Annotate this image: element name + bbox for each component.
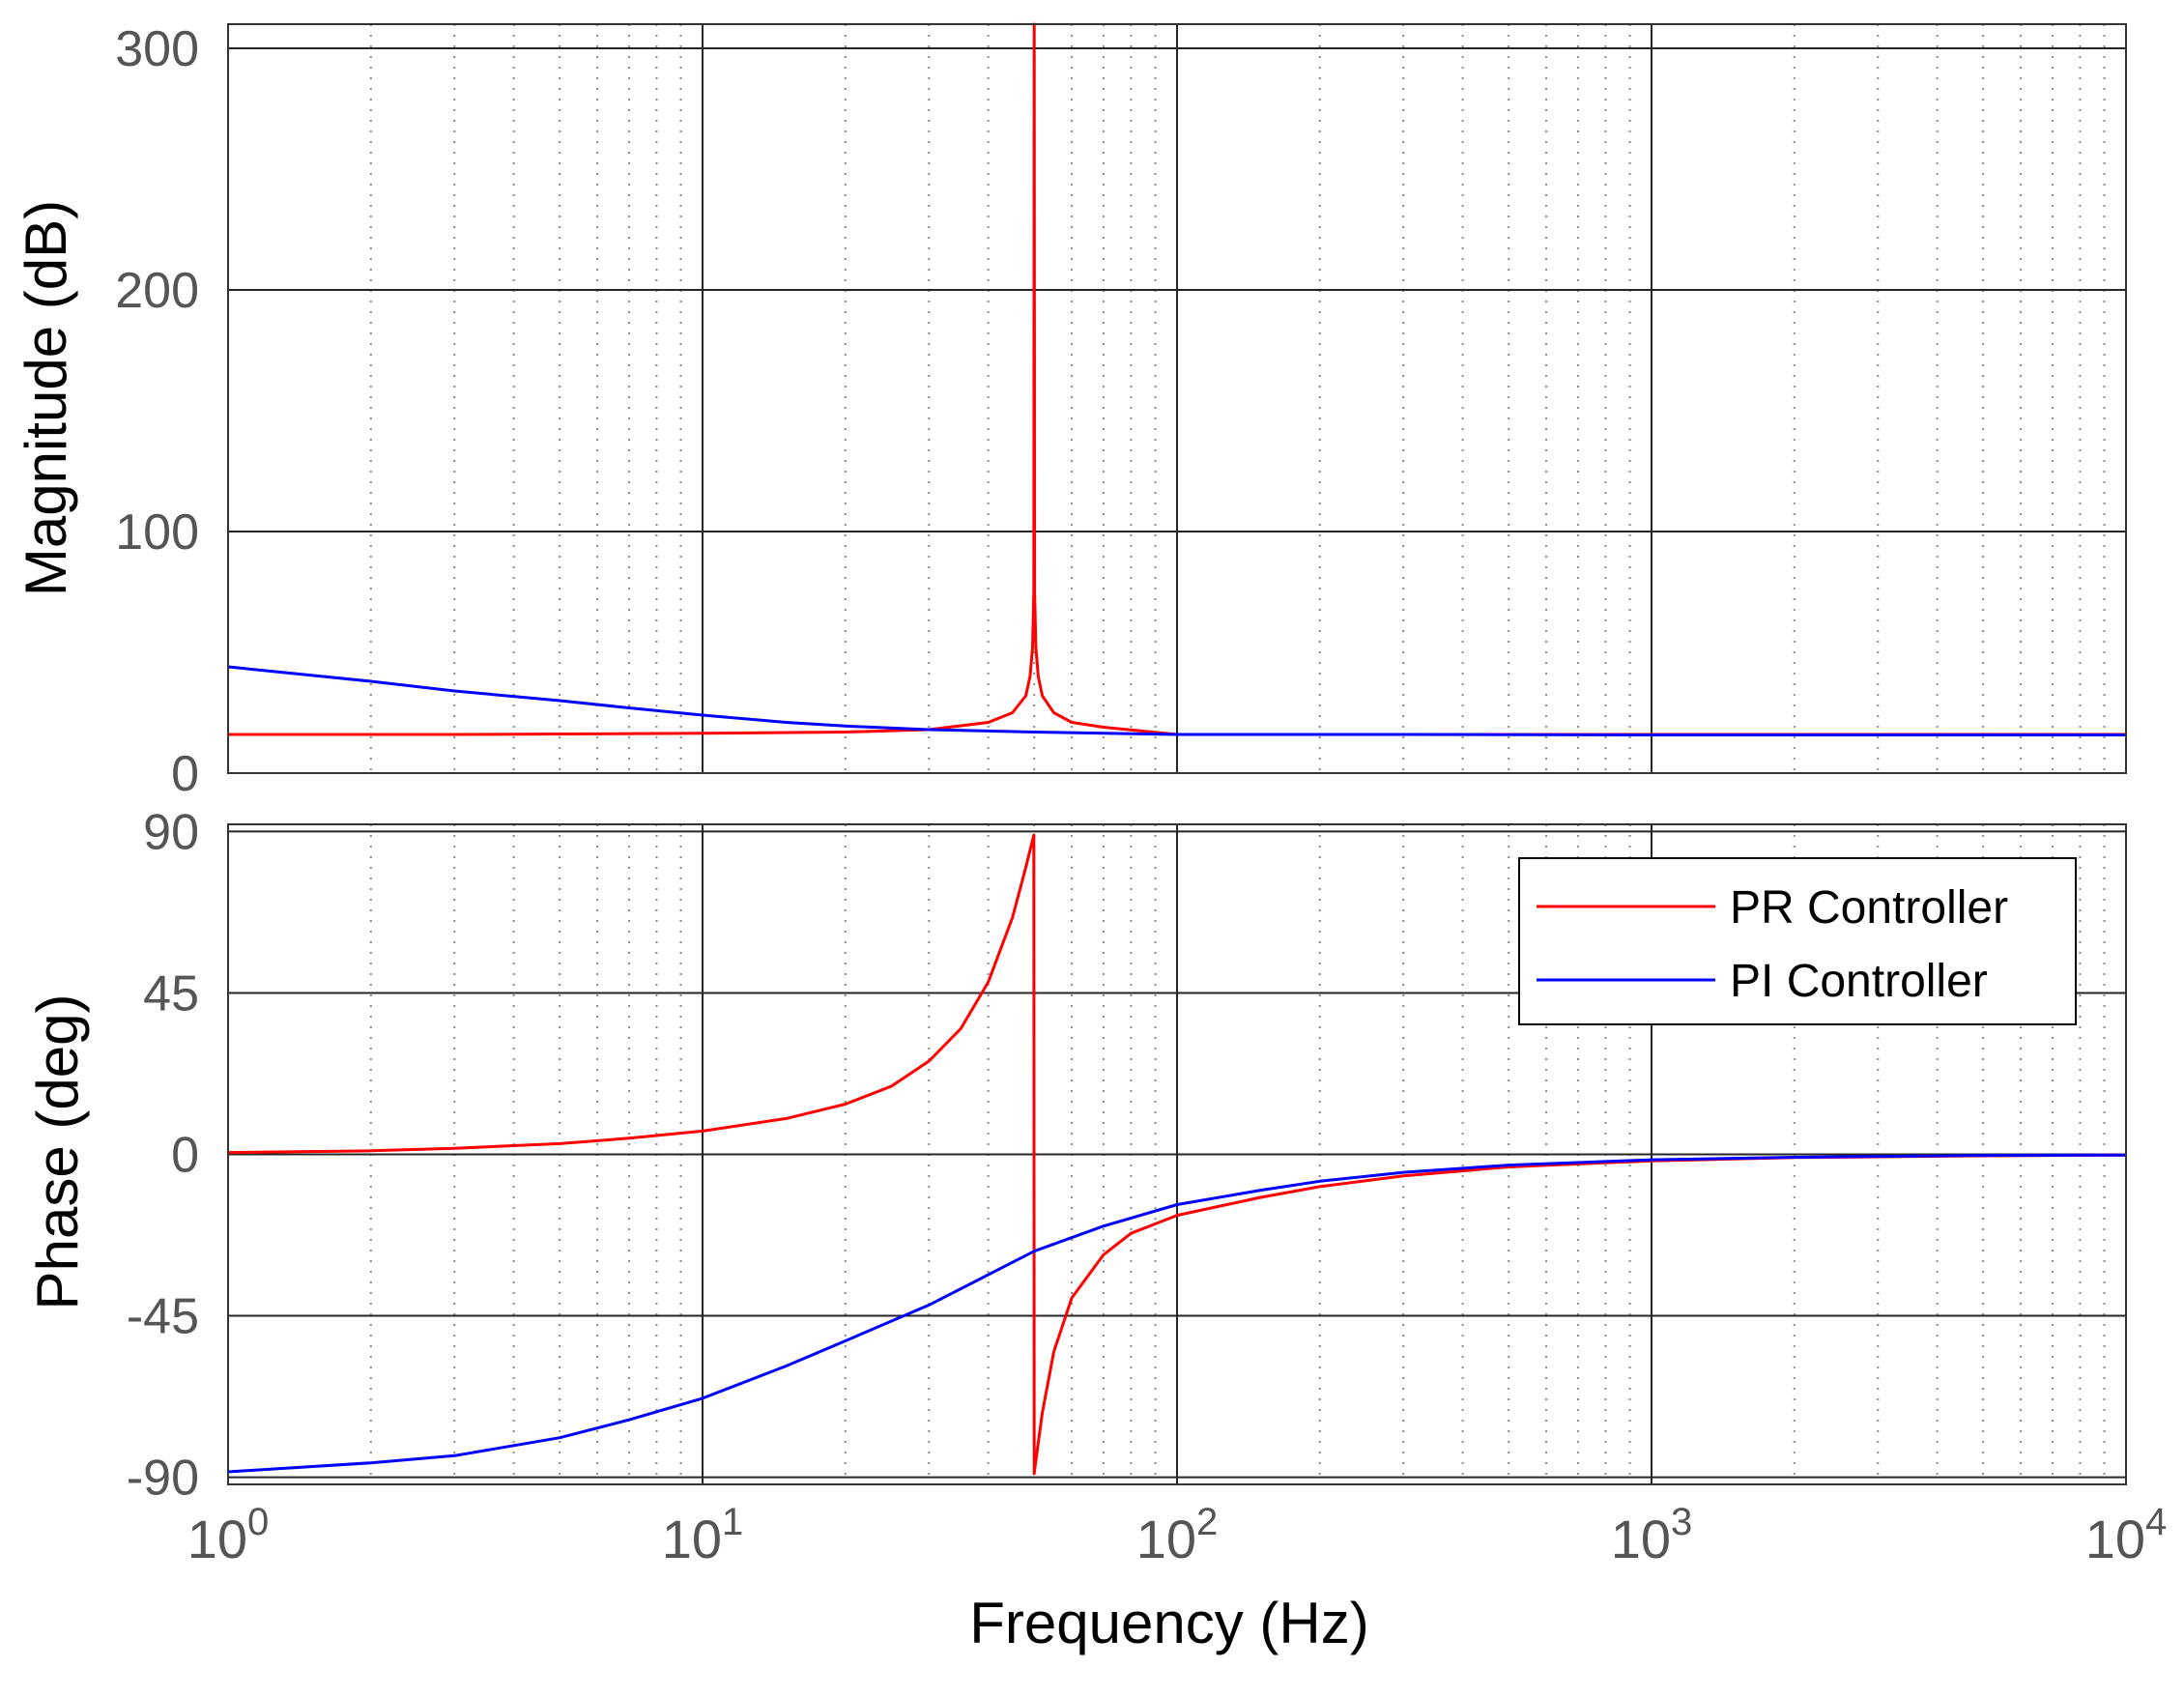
magnitude-axis-label: Magnitude (dB) (14, 200, 78, 596)
phase-ytick-label: 45 (143, 965, 199, 1021)
frequency-xtick-label: 100 (187, 1501, 270, 1569)
frequency-xtick-label: 104 (2085, 1501, 2168, 1569)
legend-box (1518, 857, 2077, 1025)
magnitude-grid (228, 24, 2126, 773)
frequency-xtick-label: 103 (1611, 1501, 1693, 1569)
phase-ytick-label: -45 (127, 1289, 199, 1345)
magnitude-ytick-label: 100 (115, 504, 199, 561)
phase-ytick-label: 0 (171, 1128, 199, 1184)
legend-label-pr: PR Controller (1730, 882, 2008, 934)
phase-ytick-label: 90 (143, 804, 199, 860)
phase-series-pi-controller (227, 1153, 2127, 1474)
magnitude-ytick-label: 300 (115, 21, 199, 77)
magnitude-ytick-label: 0 (171, 746, 199, 802)
magnitude-ytick-label: 200 (115, 263, 199, 319)
magnitude-frame (227, 23, 2127, 774)
magnitude-y-ticks: 0 100 200 300 (115, 21, 199, 802)
phase-frame (227, 823, 2127, 1485)
phase-series (227, 833, 2127, 1476)
legend-label-pi: PI Controller (1730, 956, 1988, 1007)
frequency-x-ticks: 100 101 102 103 104 (187, 1501, 2168, 1569)
legend: PR Controller PI Controller (1518, 857, 2077, 1025)
magnitude-series (227, 22, 2126, 736)
magnitude-panel: 0 100 200 300 Magnitude (dB) (14, 21, 2127, 802)
magnitude-series-pi-controller (227, 665, 2126, 736)
phase-y-ticks: -90 -45 0 45 90 (127, 804, 199, 1506)
frequency-xtick-label: 102 (1136, 1501, 1219, 1569)
frequency-xtick-label: 101 (662, 1501, 744, 1569)
phase-ytick-label: -90 (127, 1451, 199, 1507)
magnitude-series-pr-controller (228, 22, 2126, 736)
phase-axis-label: Phase (deg) (25, 994, 90, 1310)
frequency-axis-label: Frequency (Hz) (969, 1591, 1368, 1655)
phase-series-pr-controller (227, 833, 2127, 1476)
